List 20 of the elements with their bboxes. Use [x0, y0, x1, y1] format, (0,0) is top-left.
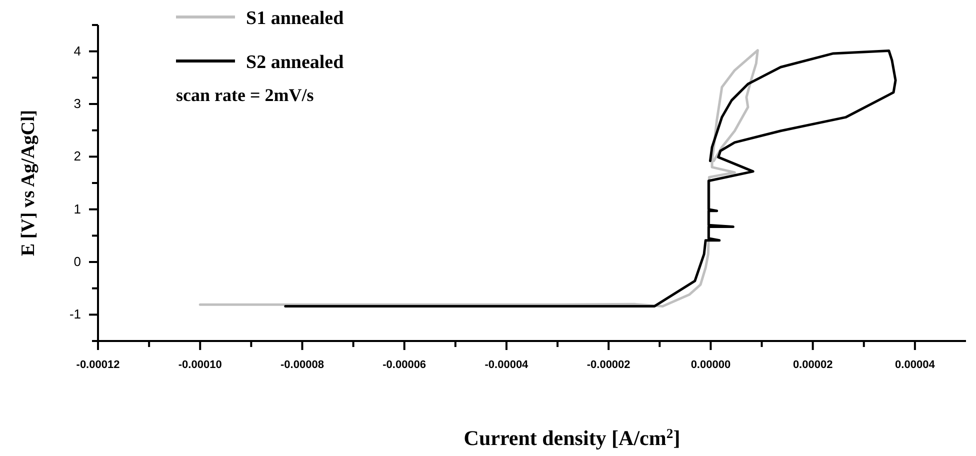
y-tick-label: 2	[74, 148, 81, 164]
x-tick-label: -0.00004	[484, 359, 530, 371]
y-tick-label: 0	[74, 254, 81, 269]
x-tick-label: 0.00002	[792, 359, 833, 371]
annotation: scan rate = 2mV/s	[176, 85, 314, 105]
y-tick-label: 4	[74, 43, 81, 58]
y-axis-title: E [V] vs Ag/AgCl]	[18, 110, 39, 256]
x-tick-label: -0.00012	[76, 359, 120, 371]
x-tick-label: 0.00004	[895, 359, 936, 371]
x-tick-label: -0.00010	[178, 359, 222, 371]
x-axis-title: Current density [A/cm$^{2}$]	[464, 426, 680, 450]
x-tick-label: -0.00002	[586, 359, 630, 371]
y-tick-label: -1	[69, 306, 81, 322]
x-tick-label: -0.00008	[280, 359, 324, 371]
y-tick-label: 3	[74, 96, 81, 111]
x-tick-label: 0.00000	[690, 359, 731, 371]
y-tick-label: 1	[74, 201, 81, 216]
legend-label: S1 annealed	[246, 8, 344, 29]
legend-label: S2 annealed	[246, 52, 344, 73]
x-tick-label: -0.00006	[382, 359, 426, 371]
